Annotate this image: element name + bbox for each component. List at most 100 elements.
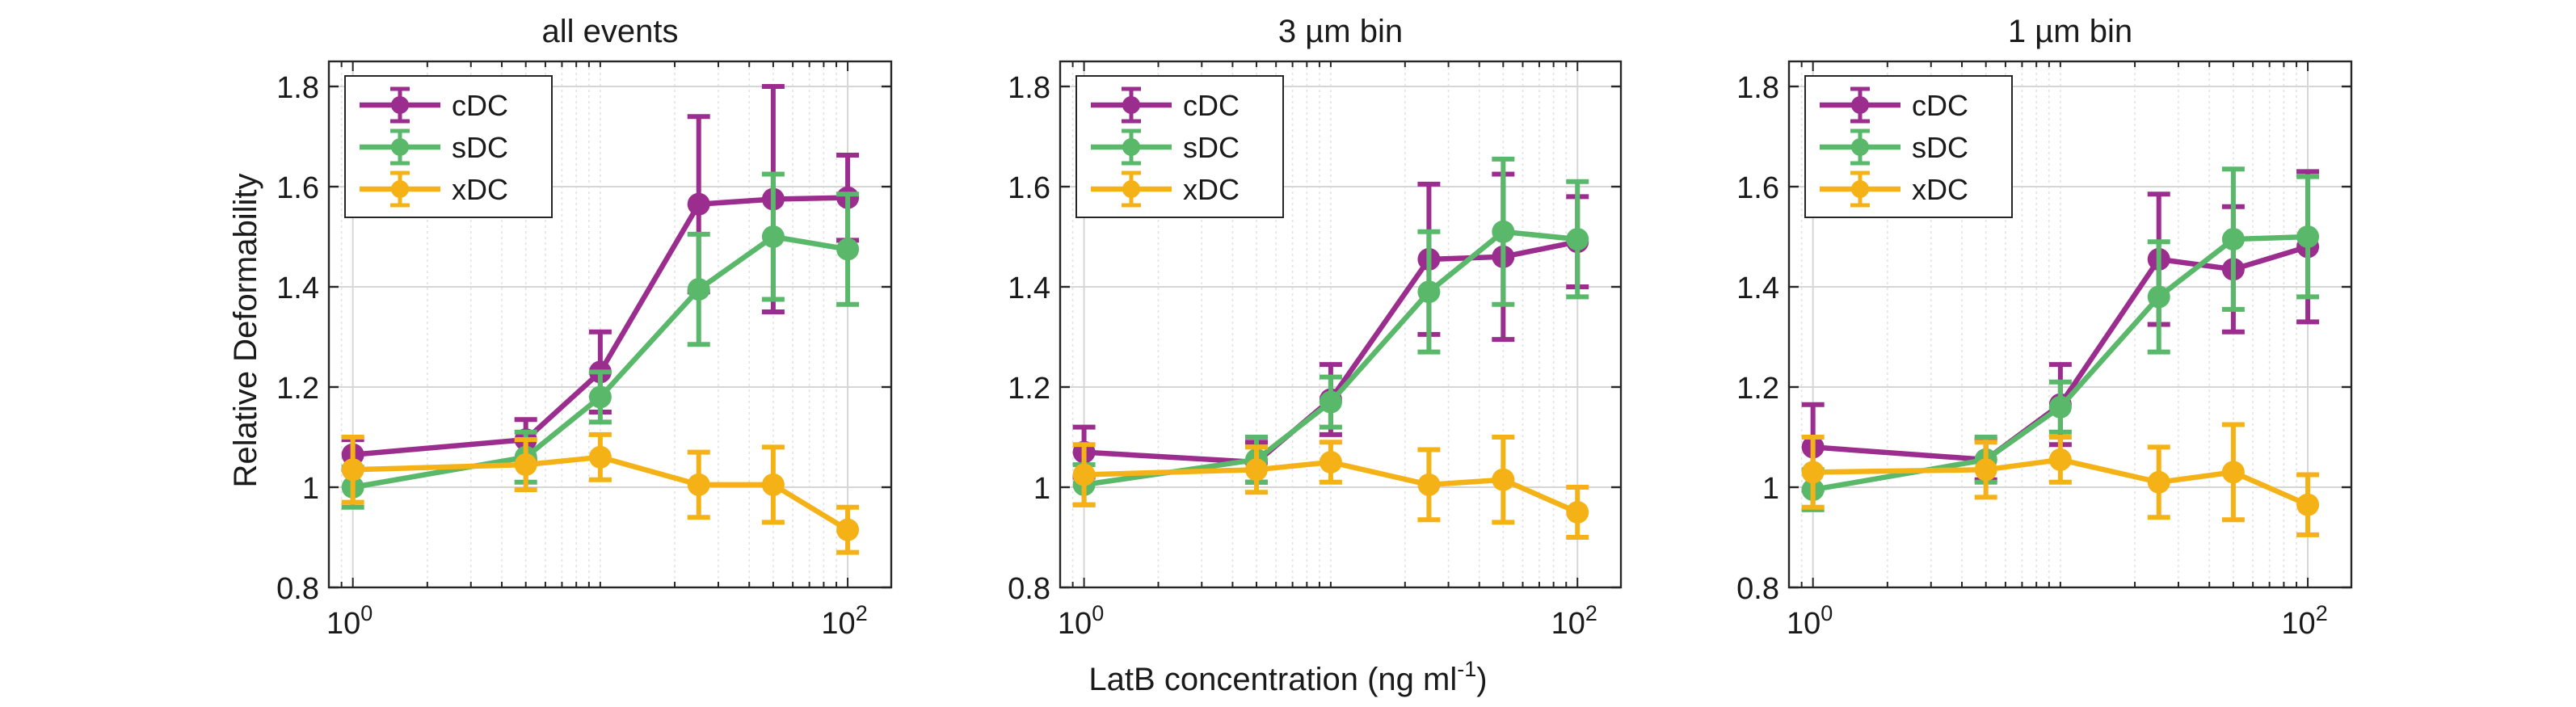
x-tick-label-exponent: 2	[1585, 601, 1597, 625]
y-tick-label: 1.2	[1736, 372, 1779, 406]
x-axis-label-exponent: -1	[1457, 657, 1476, 681]
legend-marker	[1851, 180, 1869, 198]
data-point	[588, 445, 612, 469]
x-tick-label: 102	[821, 601, 867, 641]
series-line	[1084, 229, 1578, 488]
series-line	[352, 195, 848, 457]
x-axis-label-close: )	[1476, 662, 1487, 697]
x-tick-label: 100	[326, 601, 373, 641]
legend-entry-cDC: cDC	[1820, 86, 1968, 124]
y-tick-label: 1.4	[1736, 271, 1779, 305]
data-point	[2048, 448, 2072, 471]
legend-entry-xDC: xDC	[1091, 170, 1240, 208]
y-tick-label: 1.4	[276, 271, 319, 305]
x-tick-label-exponent: 0	[360, 601, 373, 625]
series-line	[352, 454, 849, 532]
axes-box	[1787, 60, 2353, 589]
y-tick-label: 1.4	[1008, 271, 1050, 305]
legend-entry-xDC: xDC	[1820, 170, 1968, 208]
x-tick-label-exponent: 2	[2316, 601, 2328, 625]
series-xDC	[1072, 435, 1589, 540]
data-point	[1319, 390, 1342, 414]
data-point	[761, 225, 785, 248]
legend-label: xDC	[1912, 173, 1968, 206]
data-point	[1566, 501, 1589, 524]
data-point	[2296, 493, 2320, 516]
legend-label: sDC	[1912, 131, 1968, 164]
data-point	[1801, 461, 1825, 484]
series-line	[1812, 244, 2309, 463]
y-tick-label: 0.8	[1736, 572, 1779, 606]
series-line	[1812, 234, 2309, 493]
axes-box	[327, 60, 893, 589]
legend-label: sDC	[1183, 131, 1240, 164]
data-point	[2147, 470, 2170, 494]
series-xDC	[341, 431, 860, 555]
y-tick-label: 0.8	[1008, 572, 1050, 606]
panel-title: all events	[542, 14, 679, 49]
series-line	[352, 234, 848, 490]
data-point	[1492, 468, 1515, 491]
legend-marker	[1851, 96, 1869, 114]
legend: cDC sDC xDC	[344, 75, 553, 218]
data-point	[1974, 458, 1997, 482]
x-tick-label-base: 10	[1058, 607, 1092, 641]
y-tick-label: 1	[1762, 472, 1779, 506]
data-point	[2221, 228, 2245, 251]
legend-entry-cDC: cDC	[1091, 86, 1240, 124]
legend-marker	[1122, 180, 1140, 198]
y-tick-label: 1.6	[1008, 171, 1050, 205]
x-tick-label-base: 10	[1551, 607, 1585, 641]
legend-entry-sDC: sDC	[360, 128, 508, 166]
data-point	[514, 453, 537, 477]
series-line	[1812, 457, 2309, 507]
legend: cDC sDC xDC	[1075, 75, 1284, 218]
data-point	[1245, 458, 1269, 482]
y-tick-label: 1.8	[1008, 71, 1050, 105]
legend-label: cDC	[1183, 89, 1240, 122]
y-tick-label: 1.8	[1736, 71, 1779, 105]
x-tick-label: 100	[1787, 601, 1833, 641]
y-tick-label: 0.8	[276, 572, 319, 606]
legend-marker	[391, 138, 409, 156]
legend-marker	[1122, 96, 1140, 114]
x-tick-label: 100	[1058, 601, 1104, 641]
legend-marker	[391, 180, 409, 198]
data-point	[836, 238, 860, 261]
y-tick-label: 1.6	[276, 171, 319, 205]
panel-title: 1 µm bin	[2008, 14, 2132, 49]
series-line	[1084, 239, 1578, 465]
x-tick-label-base: 10	[2281, 607, 2315, 641]
y-tick-label: 1	[1033, 472, 1050, 506]
data-point	[2048, 395, 2072, 419]
y-tick-label: 1	[302, 472, 319, 506]
x-tick-label-exponent: 0	[1820, 601, 1833, 625]
legend-label: xDC	[1183, 173, 1240, 206]
y-tick-label: 1.6	[1736, 171, 1779, 205]
y-tick-label: 1.8	[276, 71, 319, 105]
legend-marker	[1851, 138, 1869, 156]
legend-label: sDC	[452, 131, 508, 164]
data-point	[1492, 220, 1515, 243]
data-point	[687, 473, 710, 496]
x-tick-label-exponent: 2	[856, 601, 868, 625]
data-point	[1072, 463, 1096, 486]
x-tick-label-base: 10	[821, 607, 855, 641]
data-point	[341, 458, 364, 482]
data-point	[588, 385, 612, 409]
data-point	[836, 518, 860, 541]
data-point	[1417, 473, 1441, 496]
legend-marker	[391, 96, 409, 114]
y-tick-label: 1.2	[1008, 372, 1050, 406]
data-point	[761, 473, 785, 496]
y-axis-label: Relative Deformability	[228, 173, 263, 487]
panel-title: 3 µm bin	[1278, 14, 1403, 49]
legend-label: xDC	[452, 173, 508, 206]
legend-label: cDC	[452, 89, 508, 122]
x-tick-label-base: 10	[1787, 607, 1820, 641]
legend: cDC sDC xDC	[1804, 75, 2013, 218]
